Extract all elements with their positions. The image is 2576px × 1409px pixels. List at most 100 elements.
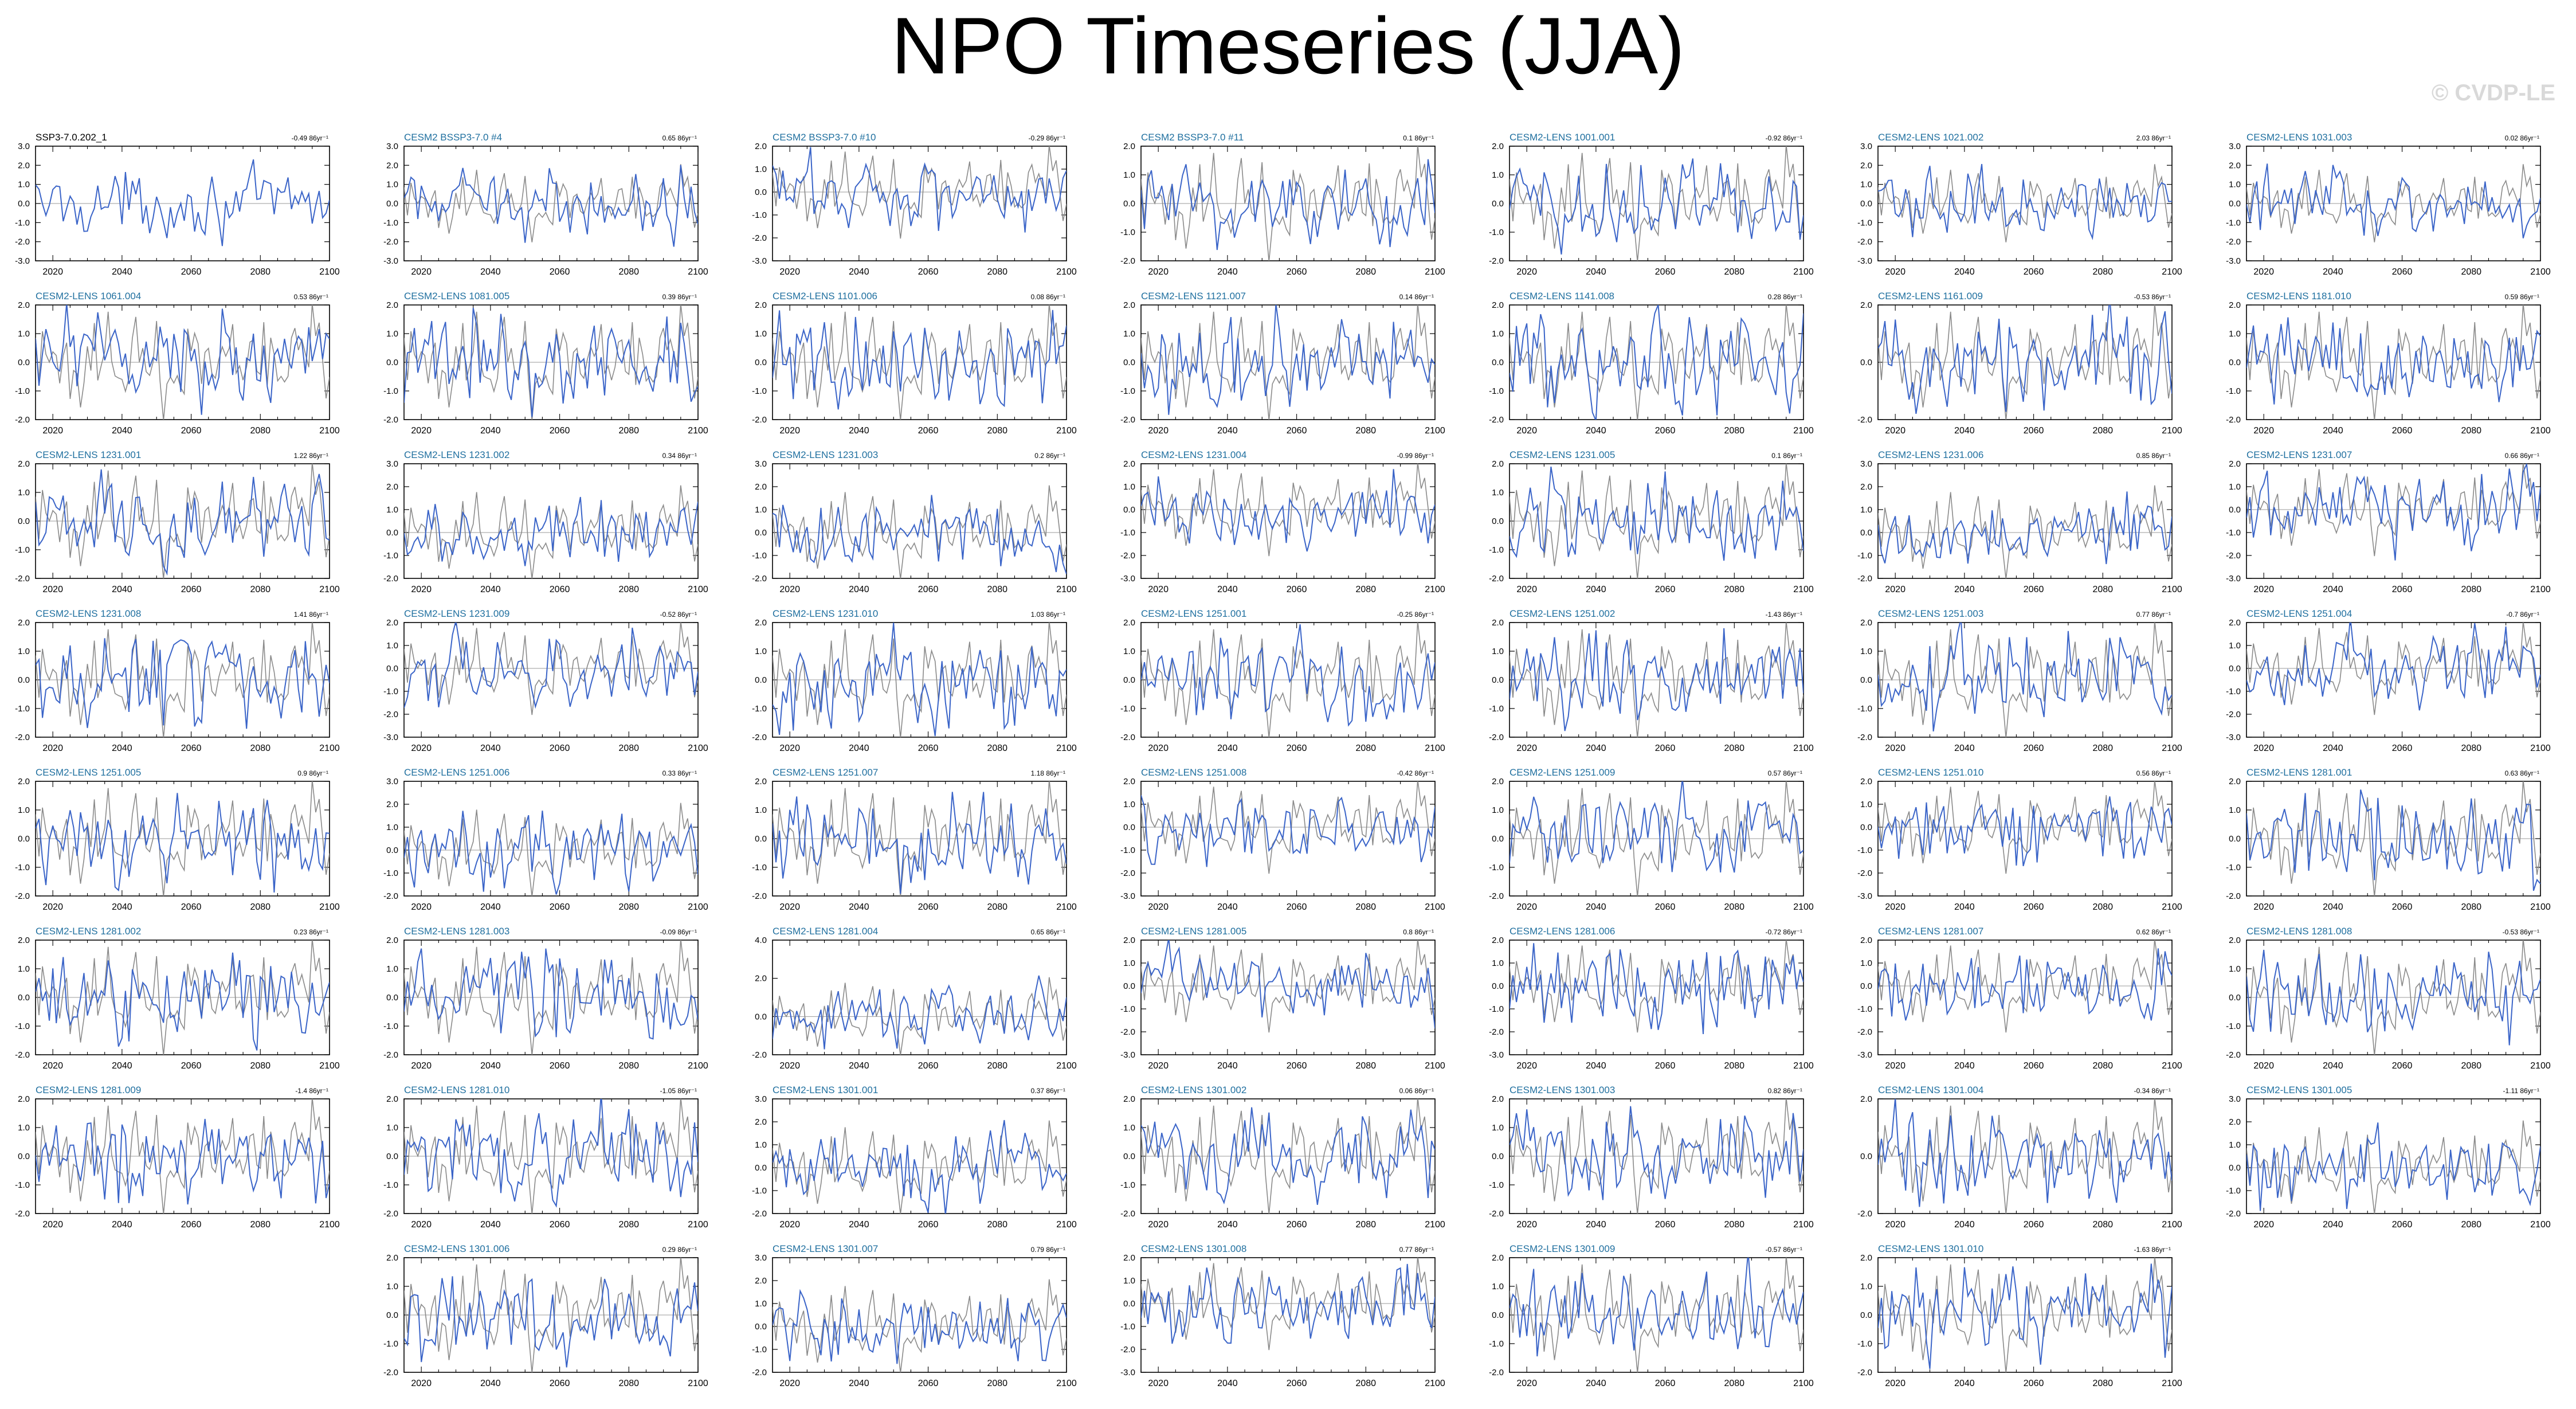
x-tick-label: 2040 bbox=[849, 1061, 869, 1071]
y-tick-label: -3.0 bbox=[1857, 891, 1872, 901]
timeseries-panel: CESM2-LENS 1301.005 -1.11 86yr⁻¹ 3.0 2.0 1.0… bbox=[2226, 1085, 2551, 1230]
y-tick-label: 2.0 bbox=[755, 1117, 767, 1127]
x-tick-label: 2060 bbox=[181, 902, 202, 912]
x-tick-label: 2060 bbox=[2392, 426, 2413, 436]
y-tick-label: 1.0 bbox=[1123, 1123, 1135, 1133]
x-tick-label: 2080 bbox=[250, 743, 270, 753]
x-tick-label: 2020 bbox=[779, 1379, 800, 1388]
panel-trend: 0.82 86yr⁻¹ bbox=[1768, 1087, 1802, 1095]
panel-title: CESM2-LENS 1101.006 bbox=[773, 291, 877, 302]
x-tick-label: 2080 bbox=[1355, 267, 1376, 277]
panel-trend: 0.33 86yr⁻¹ bbox=[662, 769, 697, 777]
y-tick-label: 0.0 bbox=[1860, 199, 1872, 209]
x-tick-label: 2100 bbox=[2162, 585, 2182, 594]
x-tick-label: 2100 bbox=[2162, 743, 2182, 753]
x-tick-label: 2100 bbox=[2162, 426, 2182, 436]
timeseries-panel: CESM2 BSSP3-7.0 #4 0.65 86yr⁻¹ 3.0 2.0 1.0 0.… bbox=[383, 132, 708, 277]
y-tick-label: 3.0 bbox=[2229, 1094, 2241, 1104]
y-tick-label: -2.0 bbox=[752, 733, 767, 742]
x-tick-label: 2060 bbox=[2024, 267, 2044, 277]
timeseries-panel: CESM2-LENS 1281.007 0.62 86yr⁻¹ 2.0 1.0 0.0 -… bbox=[1857, 926, 2182, 1071]
timeseries-panel: CESM2-LENS 1021.002 2.03 86yr⁻¹ 3.0 2.0 1.0 0… bbox=[1857, 132, 2182, 277]
x-tick-label: 2040 bbox=[112, 585, 132, 594]
y-tick-label: 0.0 bbox=[1123, 199, 1135, 209]
x-tick-label: 2080 bbox=[1355, 585, 1376, 594]
timeseries-panel: CESM2 BSSP3-7.0 #11 0.1 86yr⁻¹ 2.0 1.0 0.0 -1… bbox=[1120, 132, 1445, 277]
panel-title: CESM2-LENS 1141.008 bbox=[1509, 291, 1614, 302]
member-series-line bbox=[1878, 305, 2172, 414]
reference-series-line bbox=[1509, 781, 1803, 896]
y-tick-label: 1.0 bbox=[1492, 805, 1504, 815]
x-tick-label: 2080 bbox=[2092, 902, 2113, 912]
x-tick-label: 2100 bbox=[1056, 902, 1077, 912]
x-tick-label: 2080 bbox=[2461, 1061, 2481, 1071]
y-tick-label: 1.0 bbox=[1123, 1276, 1135, 1286]
x-tick-label: 2040 bbox=[1586, 902, 1606, 912]
x-tick-label: 2100 bbox=[688, 902, 708, 912]
y-tick-label: 0.0 bbox=[1860, 675, 1872, 685]
x-tick-label: 2060 bbox=[550, 743, 570, 753]
x-tick-label: 2060 bbox=[550, 902, 570, 912]
x-tick-label: 2040 bbox=[849, 1220, 869, 1230]
y-tick-label: -2.0 bbox=[1120, 1209, 1135, 1219]
y-tick-label: -1.0 bbox=[15, 1180, 30, 1190]
x-tick-label: 2040 bbox=[480, 1379, 501, 1388]
panel-trend: 0.56 86yr⁻¹ bbox=[2136, 769, 2171, 777]
x-tick-label: 2080 bbox=[987, 267, 1007, 277]
timeseries-panel: CESM2-LENS 1061.004 0.53 86yr⁻¹ 2.0 1.0 0.0 -… bbox=[15, 291, 340, 436]
y-tick-label: -1.0 bbox=[15, 218, 30, 228]
x-tick-label: 2060 bbox=[181, 1061, 202, 1071]
x-tick-label: 2080 bbox=[987, 1220, 1007, 1230]
y-tick-label: 1.0 bbox=[18, 180, 30, 190]
x-tick-label: 2040 bbox=[1217, 743, 1238, 753]
y-tick-label: 1.0 bbox=[1860, 800, 1872, 809]
y-tick-label: 1.0 bbox=[1123, 958, 1135, 968]
member-series-line bbox=[1509, 628, 1803, 731]
panel-trend: -0.25 86yr⁻¹ bbox=[1397, 610, 1434, 619]
panel-title: CESM2-LENS 1301.008 bbox=[1141, 1243, 1246, 1254]
y-tick-label: 2.0 bbox=[1492, 300, 1504, 310]
panel-trend: -1.05 86yr⁻¹ bbox=[660, 1087, 697, 1095]
member-series-line bbox=[1878, 796, 2172, 867]
panel-title: CESM2-LENS 1231.002 bbox=[404, 449, 509, 460]
timeseries-panel: CESM2-LENS 1281.004 0.65 86yr⁻¹ 4.0 2.0 0.0 -… bbox=[752, 926, 1077, 1071]
y-tick-label: 2.0 bbox=[18, 618, 30, 628]
panel-trend: -0.52 86yr⁻¹ bbox=[660, 610, 697, 619]
y-tick-label: -1.0 bbox=[752, 1345, 767, 1355]
y-tick-label: 0.0 bbox=[18, 358, 30, 367]
y-tick-label: -2.0 bbox=[383, 1050, 398, 1060]
x-tick-label: 2020 bbox=[779, 902, 800, 912]
panel-trend: 0.53 86yr⁻¹ bbox=[294, 293, 328, 301]
panel-title: CESM2-LENS 1301.007 bbox=[773, 1243, 878, 1254]
x-tick-label: 2060 bbox=[2024, 1220, 2044, 1230]
y-tick-label: 3.0 bbox=[386, 777, 398, 786]
plot-frame bbox=[772, 1257, 1067, 1373]
timeseries-panel: CESM2-LENS 1031.003 0.02 86yr⁻¹ 3.0 2.0 1.0 0… bbox=[2226, 132, 2551, 277]
x-tick-label: 2080 bbox=[1355, 902, 1376, 912]
y-tick-label: -1.0 bbox=[2226, 687, 2241, 696]
y-tick-label: 0.0 bbox=[755, 1012, 767, 1021]
x-tick-label: 2060 bbox=[1655, 902, 1676, 912]
x-tick-label: 2080 bbox=[618, 902, 639, 912]
timeseries-panel: CESM2-LENS 1251.008 -0.42 86yr⁻¹ 2.0 1.0 0.0… bbox=[1120, 767, 1445, 912]
panel-trend: -1.63 86yr⁻¹ bbox=[2134, 1246, 2171, 1254]
y-tick-label: -1.0 bbox=[1120, 846, 1135, 855]
member-series-line bbox=[1509, 781, 1803, 873]
x-tick-label: 2020 bbox=[1148, 426, 1169, 436]
y-tick-label: 0.0 bbox=[18, 834, 30, 844]
y-tick-label: -2.0 bbox=[15, 733, 30, 742]
x-tick-label: 2100 bbox=[2162, 902, 2182, 912]
x-tick-label: 2100 bbox=[1793, 1220, 1814, 1230]
x-tick-label: 2020 bbox=[42, 426, 63, 436]
panel-title: CESM2-LENS 1121.007 bbox=[1141, 291, 1246, 302]
x-tick-label: 2020 bbox=[411, 1379, 432, 1388]
x-tick-label: 2080 bbox=[1355, 426, 1376, 436]
y-tick-label: 2.0 bbox=[386, 936, 398, 945]
y-tick-label: 1.0 bbox=[386, 1123, 398, 1133]
y-tick-label: 2.0 bbox=[1492, 618, 1504, 628]
y-tick-label: -3.0 bbox=[2226, 256, 2241, 266]
timeseries-panel: CESM2-LENS 1231.004 -0.99 86yr⁻¹ 2.0 1.0 0.0… bbox=[1120, 449, 1445, 594]
x-tick-label: 2080 bbox=[2461, 426, 2481, 436]
x-tick-label: 2060 bbox=[1655, 1220, 1676, 1230]
plot-frame bbox=[1877, 940, 2173, 1055]
